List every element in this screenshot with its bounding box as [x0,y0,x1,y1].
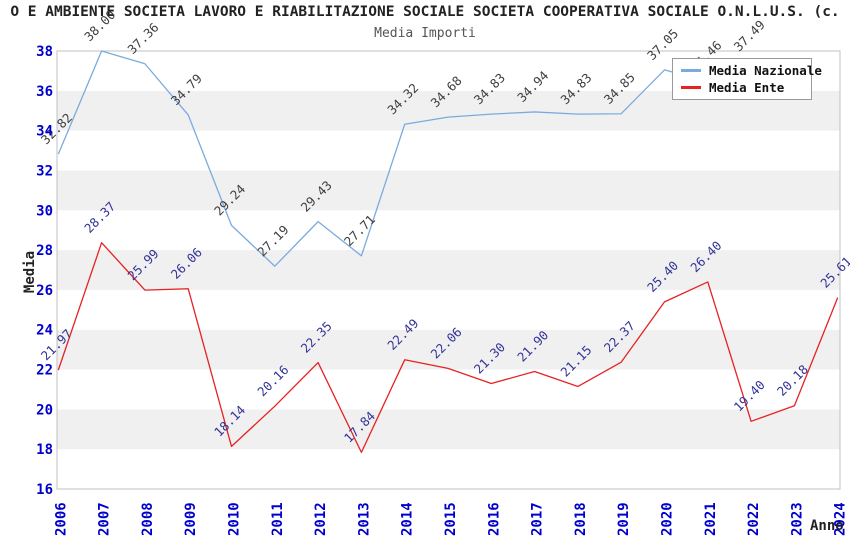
grid-band [57,210,840,251]
y-tick-label: 18 [36,442,53,458]
legend: Media Nazionale Media Ente [672,58,822,100]
grid-band [57,369,840,410]
data-label: 38.00 [81,7,118,44]
y-tick-label: 36 [36,84,53,100]
plot-border [56,50,841,490]
x-tick-label: 2018 [573,502,589,536]
data-label: 37.49 [731,17,768,54]
y-tick-label: 34 [36,124,53,140]
x-tick-label: 2024 [833,502,849,536]
x-tick-label: 2006 [53,502,69,536]
chart-subtitle: Media Importi [374,26,476,41]
x-tick-label: 2020 [660,502,676,536]
x-tick-label: 2010 [227,502,243,536]
x-tick-label: 2019 [616,502,632,536]
legend-swatch-ente-icon [681,86,701,90]
grid-band [57,250,840,290]
y-axis-title: Media [22,250,38,294]
y-tick-label: 32 [36,163,53,179]
series-line-media-ente [57,242,839,454]
x-tick-label: 2016 [486,502,502,536]
x-tick-label: 2017 [530,502,546,536]
legend-swatch-nazionale-icon [681,68,701,72]
chart-title: O E AMBIENTE SOCIETA LAVORO E RIABILITAZ… [10,4,840,20]
legend-item-nazionale: Media Nazionale [681,62,822,78]
x-tick-label: 2011 [270,502,286,536]
grid-band [57,409,840,450]
legend-label-nazionale: Media Nazionale [709,62,822,78]
y-tick-label: 24 [36,323,53,339]
series-line-media-nazionale [57,50,752,267]
y-tick-label: 22 [36,363,53,379]
legend-item-ente: Media Ente [681,80,803,96]
x-axis-title: Anno [810,518,844,534]
x-tick-label: 2015 [443,502,459,536]
y-tick-label: 30 [36,203,53,219]
x-tick-label: 2022 [746,502,762,536]
x-tick-label: 2007 [97,502,113,536]
x-tick-label: 2012 [313,502,329,536]
x-tick-label: 2008 [140,502,156,536]
y-tick-label: 16 [36,482,53,498]
x-tick-label: 2023 [789,502,805,536]
grid-band [57,170,840,211]
legend-label-ente: Media Ente [709,80,785,96]
grid-band [57,289,840,330]
y-tick-label: 20 [36,402,53,418]
x-tick-label: 2013 [356,502,372,536]
x-tick-label: 2014 [400,502,416,536]
y-tick-label: 28 [36,243,53,259]
x-tick-label: 2021 [703,502,719,536]
grid-band [57,130,840,171]
x-tick-label: 2009 [183,502,199,536]
grid-band [57,329,840,370]
y-tick-label: 26 [36,283,53,299]
y-tick-label: 38 [36,44,53,60]
grid-band [57,449,840,489]
